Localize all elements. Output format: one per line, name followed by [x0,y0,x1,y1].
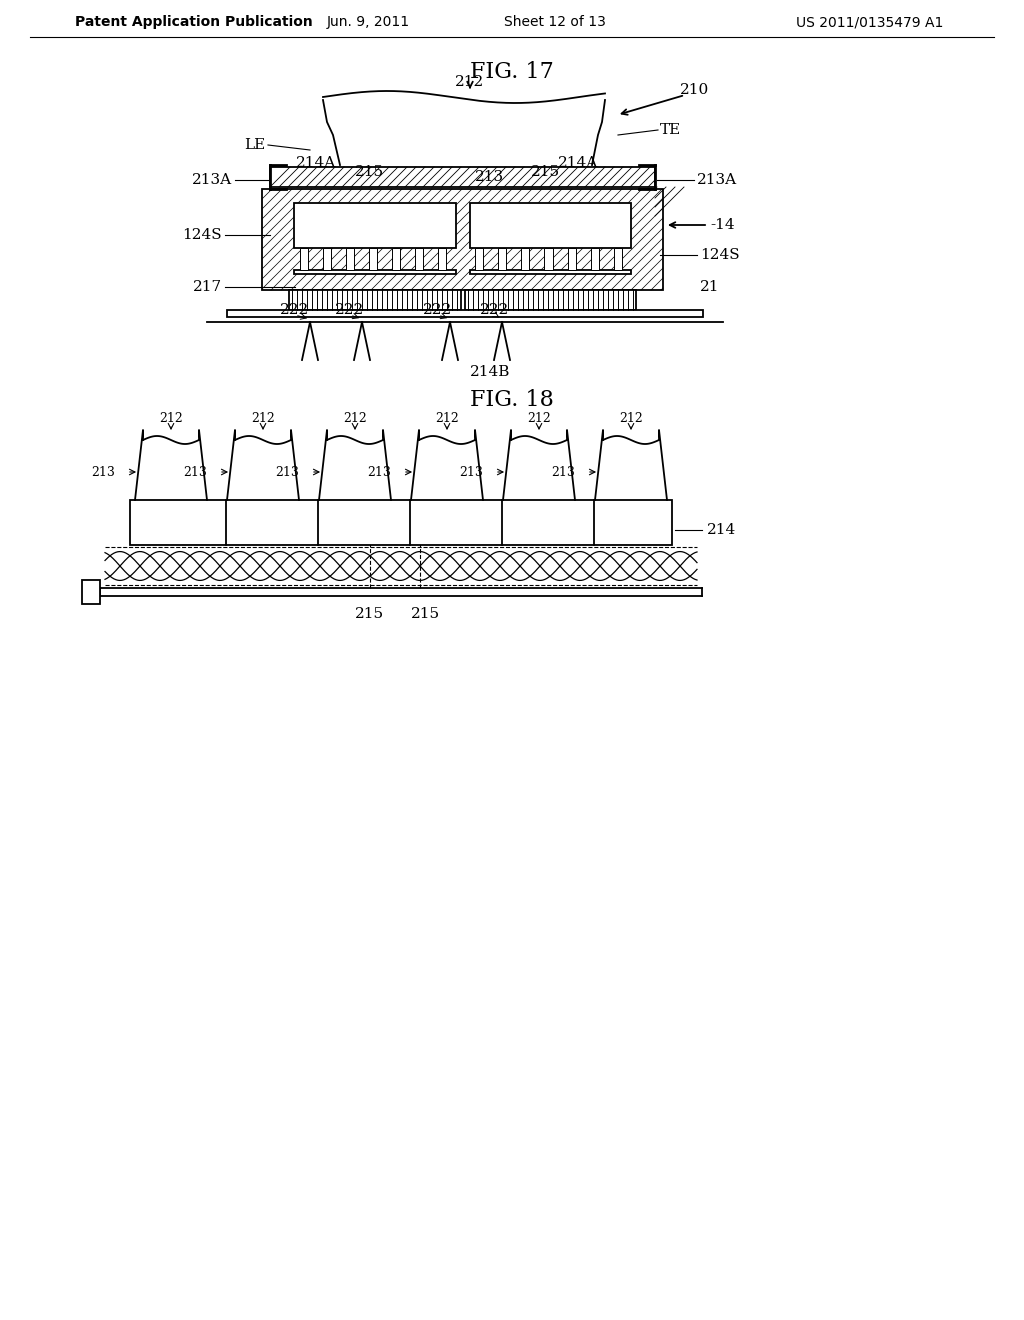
Text: 222: 222 [281,304,309,317]
Text: 212: 212 [343,412,367,425]
Bar [294,203,456,248]
Text: Patent Application Publication: Patent Application Publication [75,15,312,29]
Bar [392,248,400,271]
Text: 213A: 213A [697,173,737,187]
Bar [415,248,423,271]
Text: 213A: 213A [191,173,232,187]
Bar [289,290,461,310]
Bar [130,500,672,545]
Text: US 2011/0135479 A1: US 2011/0135479 A1 [797,15,944,29]
Text: 214: 214 [707,523,736,537]
Text: 124S: 124S [700,248,739,261]
Text: 214B: 214B [470,366,510,379]
Text: 222: 222 [480,304,510,317]
Text: 217: 217 [193,280,222,294]
Text: 222: 222 [423,304,453,317]
Bar [521,248,529,271]
Text: 213: 213 [475,170,505,183]
Text: 215: 215 [411,607,439,620]
Bar [369,248,377,271]
Bar [82,579,100,605]
Text: 21: 21 [700,280,720,294]
Text: 212: 212 [527,412,551,425]
Text: FIG. 17: FIG. 17 [470,61,554,83]
Text: 124S: 124S [182,228,222,242]
Text: 212: 212 [456,75,484,88]
Bar [545,248,553,271]
Text: LE: LE [244,139,265,152]
Bar [591,248,599,271]
Bar [227,310,703,317]
Text: 214A: 214A [558,156,598,170]
Bar [270,168,655,187]
Text: 213: 213 [183,466,207,479]
Text: Jun. 9, 2011: Jun. 9, 2011 [327,15,410,29]
Text: 212: 212 [620,412,643,425]
Text: Sheet 12 of 13: Sheet 12 of 13 [504,15,606,29]
Bar [323,248,331,271]
Bar [262,189,663,290]
Text: 213: 213 [368,466,391,479]
Bar [469,203,631,248]
Bar [567,248,575,271]
Text: 212: 212 [251,412,274,425]
Text: 213: 213 [551,466,575,479]
Text: 214A: 214A [296,156,336,170]
Text: 215: 215 [355,607,385,620]
Text: 210: 210 [680,83,710,96]
Bar [294,271,456,275]
Text: 212: 212 [435,412,459,425]
Bar [438,248,446,271]
Bar [465,290,636,310]
Text: TE: TE [660,123,681,137]
Bar [469,271,631,275]
Bar [499,248,507,271]
Text: 222: 222 [336,304,365,317]
Text: 215: 215 [530,165,559,180]
Bar [346,248,354,271]
Text: 213: 213 [275,466,299,479]
Text: 213: 213 [459,466,483,479]
Text: 215: 215 [355,165,385,180]
Text: 213: 213 [91,466,115,479]
Text: -14: -14 [710,218,734,232]
Text: 212: 212 [159,412,183,425]
Bar [613,248,622,271]
Bar [300,248,308,271]
Text: FIG. 18: FIG. 18 [470,389,554,411]
Bar [475,248,483,271]
